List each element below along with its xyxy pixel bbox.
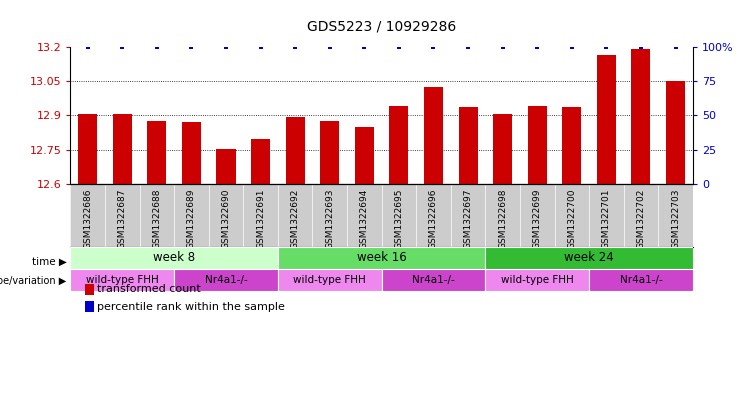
Bar: [79, 114, 97, 184]
Bar: [485, 247, 693, 269]
Text: time ▶: time ▶: [32, 256, 67, 266]
Bar: [355, 127, 373, 184]
Text: GSM1322694: GSM1322694: [360, 189, 369, 249]
Bar: [216, 149, 236, 184]
Text: GSM1322691: GSM1322691: [256, 189, 265, 249]
Bar: [390, 107, 408, 184]
Text: GSM1322696: GSM1322696: [429, 189, 438, 249]
Bar: [278, 269, 382, 291]
Text: week 8: week 8: [153, 251, 195, 264]
Bar: [424, 87, 443, 184]
Text: GSM1322690: GSM1322690: [222, 189, 230, 249]
Bar: [70, 269, 174, 291]
Text: GSM1322687: GSM1322687: [118, 189, 127, 249]
Text: percentile rank within the sample: percentile rank within the sample: [97, 302, 285, 312]
Text: wild-type FHH: wild-type FHH: [501, 275, 574, 285]
Text: wild-type FHH: wild-type FHH: [293, 275, 366, 285]
Bar: [182, 122, 201, 184]
Bar: [251, 139, 270, 184]
Text: genotype/variation ▶: genotype/variation ▶: [0, 276, 67, 286]
Text: GDS5223 / 10929286: GDS5223 / 10929286: [307, 20, 456, 34]
Bar: [631, 50, 651, 184]
Bar: [320, 121, 339, 184]
Bar: [589, 269, 693, 291]
Text: GSM1322688: GSM1322688: [153, 189, 162, 249]
Text: GSM1322686: GSM1322686: [83, 189, 92, 249]
Bar: [494, 114, 512, 184]
Text: wild-type FHH: wild-type FHH: [86, 275, 159, 285]
Bar: [528, 107, 547, 184]
Text: Nr4a1-/-: Nr4a1-/-: [619, 275, 662, 285]
Bar: [70, 247, 278, 269]
Text: GSM1322702: GSM1322702: [637, 189, 645, 249]
Bar: [485, 269, 589, 291]
Text: GSM1322699: GSM1322699: [533, 189, 542, 249]
Text: GSM1322700: GSM1322700: [568, 189, 576, 249]
Text: transformed count: transformed count: [97, 284, 201, 294]
Bar: [597, 55, 616, 184]
Bar: [562, 107, 581, 184]
Text: GSM1322698: GSM1322698: [498, 189, 507, 249]
Text: GSM1322693: GSM1322693: [325, 189, 334, 249]
Bar: [147, 121, 166, 184]
Text: week 16: week 16: [356, 251, 407, 264]
Text: GSM1322701: GSM1322701: [602, 189, 611, 249]
Bar: [459, 107, 477, 184]
Text: GSM1322689: GSM1322689: [187, 189, 196, 249]
Bar: [174, 269, 278, 291]
Text: GSM1322703: GSM1322703: [671, 189, 680, 249]
Text: week 24: week 24: [564, 251, 614, 264]
Bar: [382, 269, 485, 291]
Bar: [278, 247, 485, 269]
Text: Nr4a1-/-: Nr4a1-/-: [412, 275, 455, 285]
Text: GSM1322695: GSM1322695: [394, 189, 403, 249]
Bar: [285, 117, 305, 184]
Text: GSM1322692: GSM1322692: [290, 189, 299, 249]
Bar: [666, 81, 685, 184]
Text: Nr4a1-/-: Nr4a1-/-: [205, 275, 247, 285]
Bar: [113, 114, 132, 184]
Text: GSM1322697: GSM1322697: [464, 189, 473, 249]
